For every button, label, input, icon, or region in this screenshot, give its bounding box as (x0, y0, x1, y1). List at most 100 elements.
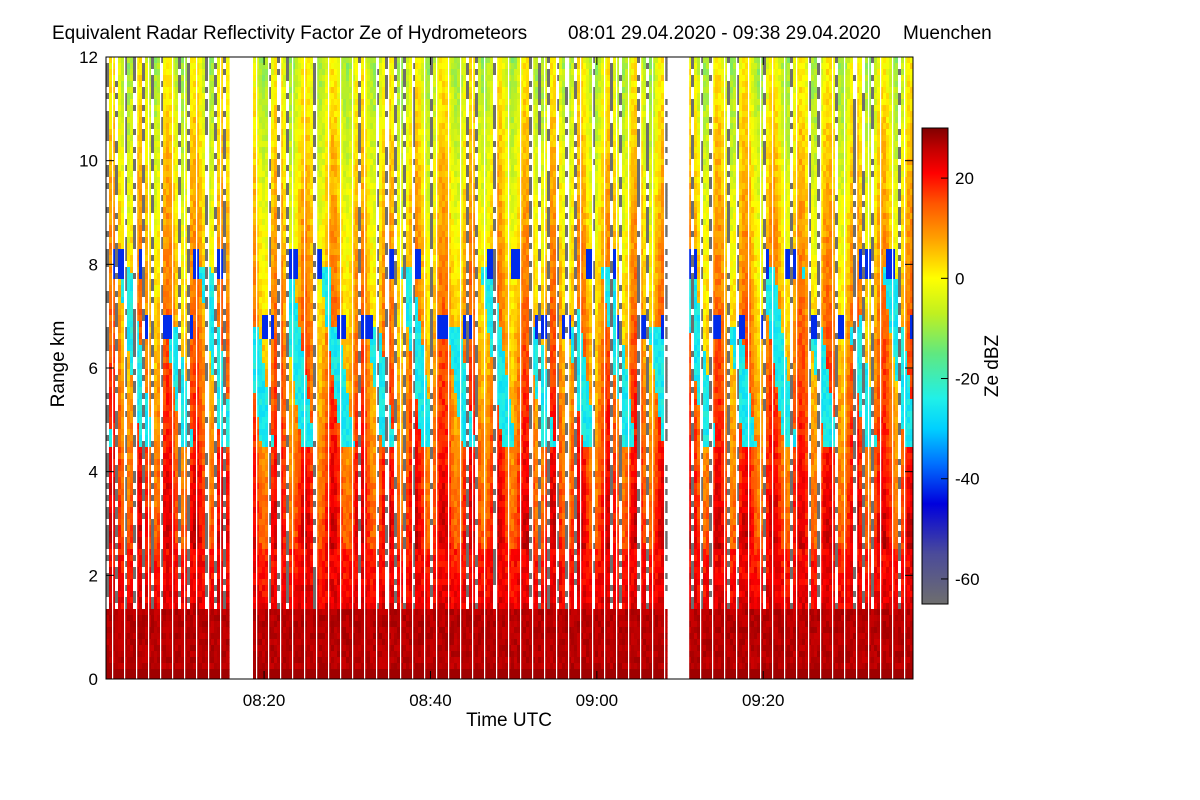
heatmap-cell (166, 129, 170, 136)
heatmap-cell (163, 495, 167, 502)
heatmap-cell (151, 315, 155, 322)
heatmap-cell (160, 621, 164, 628)
heatmap-cell (142, 327, 146, 334)
heatmap-cell (187, 375, 191, 382)
heatmap-cell (184, 189, 188, 196)
heatmap-cell (184, 549, 188, 556)
heatmap-cell (160, 387, 164, 394)
heatmap-cell (121, 369, 125, 376)
heatmap-cell (133, 513, 137, 520)
heatmap-cell (157, 201, 161, 208)
heatmap-cell (136, 207, 140, 214)
heatmap-cell (157, 543, 161, 550)
heatmap-cell (145, 237, 149, 244)
heatmap-cell (178, 231, 182, 238)
heatmap-cell (133, 627, 137, 634)
heatmap-cell (124, 75, 128, 82)
heatmap-cell (127, 585, 131, 592)
heatmap-cell (193, 75, 197, 82)
heatmap-cell (139, 333, 143, 340)
heatmap-cell (166, 459, 170, 466)
heatmap-cell (115, 675, 119, 679)
heatmap-cell (115, 327, 119, 334)
heatmap-cell (172, 63, 176, 70)
heatmap-cell (109, 345, 113, 352)
heatmap-cell (178, 165, 182, 172)
heatmap-cell (118, 327, 122, 334)
heatmap-cell (154, 267, 158, 274)
heatmap-cell (154, 519, 158, 526)
heatmap-cell (157, 585, 161, 592)
heatmap-cell (115, 429, 119, 436)
heatmap-cell (154, 567, 158, 574)
heatmap-cell (226, 597, 230, 604)
heatmap-cell (130, 363, 134, 370)
heatmap-cell (172, 135, 176, 142)
heatmap-cell (148, 321, 152, 328)
heatmap-cell (121, 477, 125, 484)
heatmap-cell (151, 453, 155, 460)
heatmap-cell (181, 327, 185, 334)
heatmap-cell (106, 501, 110, 508)
heatmap-cell (115, 519, 119, 526)
heatmap-cell (142, 195, 146, 202)
heatmap-cell (226, 543, 230, 550)
heatmap-cell (148, 621, 152, 628)
heatmap-cell (148, 483, 152, 490)
heatmap-cell (139, 273, 143, 280)
heatmap-cell (112, 525, 116, 532)
heatmap-cell (151, 147, 155, 154)
heatmap-cell (181, 351, 185, 358)
heatmap-cell (124, 501, 128, 508)
heatmap-cell (154, 357, 158, 364)
heatmap-cell (118, 81, 122, 88)
heatmap-cell (115, 63, 119, 70)
heatmap-cell (121, 297, 125, 304)
heatmap-cell (184, 555, 188, 562)
heatmap-cell (130, 639, 134, 646)
heatmap-cell (166, 471, 170, 478)
heatmap-cell (181, 567, 185, 574)
heatmap-cell (112, 111, 116, 118)
heatmap-cell (166, 525, 170, 532)
heatmap-cell (151, 579, 155, 586)
heatmap-cell (178, 69, 182, 76)
heatmap-cell (106, 411, 110, 418)
heatmap-cell (130, 75, 134, 82)
heatmap-cell (175, 567, 179, 574)
heatmap-cell (148, 285, 152, 292)
heatmap-cell (184, 285, 188, 292)
heatmap-cell (136, 567, 140, 574)
heatmap-cell (115, 249, 119, 256)
heatmap-cell (172, 309, 176, 316)
heatmap-cell (133, 141, 137, 148)
heatmap-cell (178, 567, 182, 574)
heatmap-cell (106, 669, 110, 676)
heatmap-cell (193, 117, 197, 124)
heatmap-cell (148, 615, 152, 622)
heatmap-cell (226, 441, 230, 448)
heatmap-cell (139, 357, 143, 364)
heatmap-cell (145, 441, 149, 448)
heatmap-cell (154, 615, 158, 622)
heatmap-cell (121, 201, 125, 208)
heatmap-cell (115, 237, 119, 244)
heatmap-cell (109, 441, 113, 448)
heatmap-cell (181, 171, 185, 178)
heatmap-cell (127, 81, 131, 88)
heatmap-cell (148, 405, 152, 412)
heatmap-cell (115, 171, 119, 178)
heatmap-cell (115, 609, 119, 616)
heatmap-cell (151, 177, 155, 184)
heatmap-cell (157, 363, 161, 370)
heatmap-cell (163, 627, 167, 634)
heatmap-cell (142, 513, 146, 520)
heatmap-cell (160, 561, 164, 568)
heatmap-cell (124, 321, 128, 328)
heatmap-cell (169, 207, 173, 214)
heatmap-cell (133, 645, 137, 652)
heatmap-cell (124, 675, 128, 679)
heatmap-cell (133, 213, 137, 220)
heatmap-cell (160, 309, 164, 316)
heatmap-cell (181, 87, 185, 94)
